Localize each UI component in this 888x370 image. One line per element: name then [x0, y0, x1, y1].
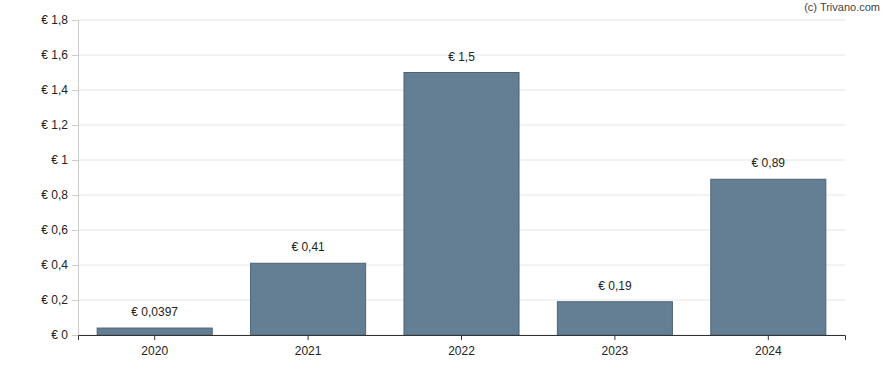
y-tick-label: € 0,6 — [41, 223, 68, 237]
y-tick-mark — [72, 90, 78, 91]
y-tick-label: € 0 — [51, 328, 68, 342]
grid — [78, 20, 845, 335]
y-tick: € 0,8 — [41, 188, 78, 202]
y-tick-mark — [72, 195, 78, 196]
x-tick-mark — [154, 335, 155, 340]
bar — [404, 73, 519, 336]
x-tick: 2021 — [295, 335, 322, 358]
data-labels: € 0,0397 € 0,41 € 1,5 € 0,19 € 0,89 — [131, 50, 785, 320]
y-tick-label: € 1 — [51, 153, 68, 167]
x-axis-line — [79, 336, 846, 341]
y-tick: € 1,2 — [41, 118, 78, 132]
data-label: € 0,19 — [598, 279, 632, 293]
y-tick: € 0,6 — [41, 223, 78, 237]
x-tick-mark — [614, 335, 615, 340]
y-axis: € 0 € 0,2 € 0,4 € 0,6 € 0,8 € 1 € 1,2 € 1,4 € 1,… — [41, 13, 78, 342]
chart: € 0 € 0,2 € 0,4 € 0,6 € 0,8 € 1 € 1,2 € 1,4 € 1,… — [0, 0, 888, 370]
plot: € 0 € 0,2 € 0,4 € 0,6 € 0,8 € 1 € 1,2 € 1,4 € 1,… — [41, 13, 845, 357]
y-tick-label: € 1,2 — [41, 118, 68, 132]
y-tick-mark — [72, 20, 78, 21]
data-label: € 1,5 — [448, 50, 475, 64]
x-tick: 2022 — [448, 335, 475, 358]
x-tick-label: 2020 — [141, 344, 168, 358]
bar — [97, 328, 212, 335]
x-tick: 2024 — [755, 335, 782, 358]
y-axis-line — [72, 21, 79, 336]
x-tick: 2023 — [602, 335, 629, 358]
x-tick-label: 2022 — [448, 344, 475, 358]
y-tick-label: € 0,8 — [41, 188, 68, 202]
y-tick: € 0,2 — [41, 293, 78, 307]
x-tick-label: 2024 — [755, 344, 782, 358]
y-tick-mark — [72, 300, 78, 301]
x-axis: 2020 2021 2022 2023 2024 — [79, 335, 846, 358]
annotation: (c) Trivano.com — [804, 1, 880, 13]
y-tick-label: € 0,2 — [41, 293, 68, 307]
y-tick-label: € 1,6 — [41, 48, 68, 62]
y-tick: € 1,4 — [41, 83, 78, 97]
data-label: € 0,0397 — [131, 305, 178, 319]
grid-line — [78, 20, 845, 21]
bar — [711, 179, 826, 335]
y-tick: € 1 — [51, 153, 78, 167]
bar — [557, 302, 672, 335]
y-tick-mark — [72, 125, 78, 126]
y-tick-label: € 1,8 — [41, 13, 68, 27]
bar — [251, 263, 366, 335]
y-tick-mark — [72, 265, 78, 266]
bars — [97, 73, 826, 336]
x-tick-mark — [461, 335, 462, 340]
y-tick-mark — [72, 335, 78, 336]
x-tick-label: 2021 — [295, 344, 322, 358]
y-tick-label: € 1,4 — [41, 83, 68, 97]
data-label: € 0,41 — [291, 240, 325, 254]
y-tick-label: € 0,4 — [41, 258, 68, 272]
data-label: € 0,89 — [752, 156, 786, 170]
y-tick: € 1,8 — [41, 13, 78, 27]
y-tick: € 1,6 — [41, 48, 78, 62]
y-tick-mark — [72, 230, 78, 231]
x-tick: 2020 — [141, 335, 168, 358]
x-tick-mark — [768, 335, 769, 340]
y-tick: € 0 — [51, 328, 78, 342]
x-tick-mark — [308, 335, 309, 340]
y-tick: € 0,4 — [41, 258, 78, 272]
y-tick-mark — [72, 55, 78, 56]
y-tick-mark — [72, 160, 78, 161]
x-tick-label: 2023 — [602, 344, 629, 358]
